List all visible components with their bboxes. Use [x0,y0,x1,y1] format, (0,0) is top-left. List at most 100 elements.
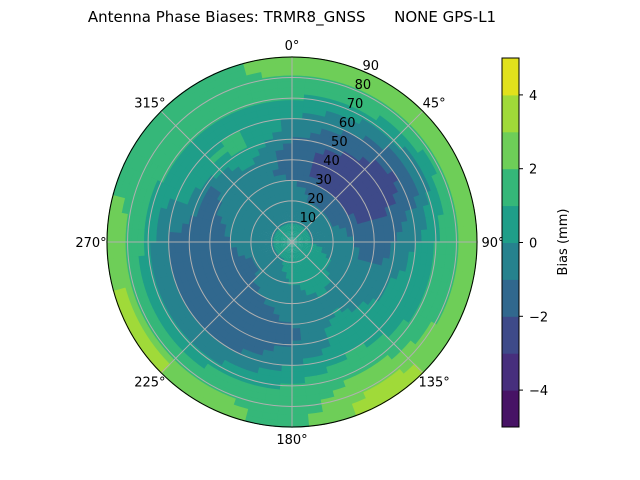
contour-cell [274,282,282,291]
contour-cell [314,228,322,234]
contour-cell [285,204,290,212]
contour-cell [402,241,410,253]
contour-cell [275,180,283,189]
contour-cell [275,256,282,263]
contour-cell [131,213,141,230]
contour-cell [285,303,293,311]
contour-cell [297,204,302,213]
contour-cell [235,236,243,243]
contour-cell [327,336,340,348]
contour-cell [282,142,293,150]
contour-cell [393,378,413,395]
contour-cell [288,254,291,262]
contour-cell [316,236,324,240]
contour-cell [187,145,201,160]
contour-cell [297,245,304,250]
contour-cell [160,194,171,210]
contour-cell [109,272,120,291]
contour-cell [289,266,293,274]
contour-cell [291,192,297,200]
contour-cell [348,112,364,125]
contour-cell [279,302,287,311]
contour-cell [377,241,386,251]
contour-cell [427,241,435,256]
contour-cell [223,229,232,237]
contour-cell [313,270,321,278]
contour-cell [302,256,309,263]
contour-cell [168,296,181,311]
contour-cell [443,213,453,230]
contour-cell [207,278,218,289]
contour-cell [294,247,299,254]
contour-cell [291,413,309,422]
contour-cell [204,84,223,99]
contour-cell [186,223,195,234]
contour-cell [289,248,292,255]
contour-cell [161,241,170,255]
contour-cell [180,231,188,243]
contour-cell [274,56,293,64]
contour-cell [392,191,403,205]
contour-cell [352,403,372,417]
contour-cell [278,93,293,101]
contour-cell [306,252,313,259]
contour-cell [266,272,274,281]
contour-cell [280,358,293,366]
contour-cell [376,114,393,130]
contour-cell [139,121,156,141]
contour-cell [310,203,318,212]
contour-cell [192,196,203,209]
radial-tick-label: 20 [307,192,324,207]
contour-cell [217,228,226,237]
contour-cell [257,223,266,230]
contour-cell [255,228,264,235]
contour-cell [323,257,332,265]
contour-cell [151,163,165,181]
contour-cell [266,256,274,263]
contour-cell [242,369,258,380]
contour-cell [358,247,367,256]
contour-cell [151,303,165,321]
contour-cell [453,179,466,199]
contour-cell [293,229,297,237]
contour-cell [291,272,296,280]
azimuth-tick-label: 270° [75,236,106,251]
contour-cell [275,248,282,254]
contour-cell [211,227,220,236]
contour-cell [397,189,409,203]
contour-cell [309,233,317,238]
contour-cell [311,213,319,221]
contour-cell [130,134,147,154]
contour-cell [268,231,276,236]
contour-cell [305,75,322,85]
contour-cell [291,87,307,95]
contour-cell [299,226,305,233]
contour-cell [288,247,291,255]
grid-lines [107,57,477,427]
contour-cell [168,173,181,188]
contour-cell [358,331,373,344]
contour-cell [359,241,367,249]
contour-cell [328,237,336,243]
colorbar-segment [502,131,519,170]
contour-cell [293,247,297,255]
contour-cell [397,306,411,321]
contour-cell [286,179,293,187]
contour-cell [326,251,335,258]
contour-cell [181,191,192,205]
contour-cell [331,256,340,264]
contour-cell [406,99,424,117]
contour-cell [343,123,358,136]
contour-cell [420,229,429,243]
contour-cell [259,411,278,421]
contour-cell [408,230,416,243]
contour-cell [278,167,287,176]
contour-cell [357,222,366,231]
colorbar-segment [502,390,519,428]
contour-cell [303,235,311,239]
contour-cell [279,251,285,258]
contour-cell [414,287,427,303]
contour-cell [309,245,317,249]
contour-cell [276,276,283,285]
contour-cell [302,247,310,252]
